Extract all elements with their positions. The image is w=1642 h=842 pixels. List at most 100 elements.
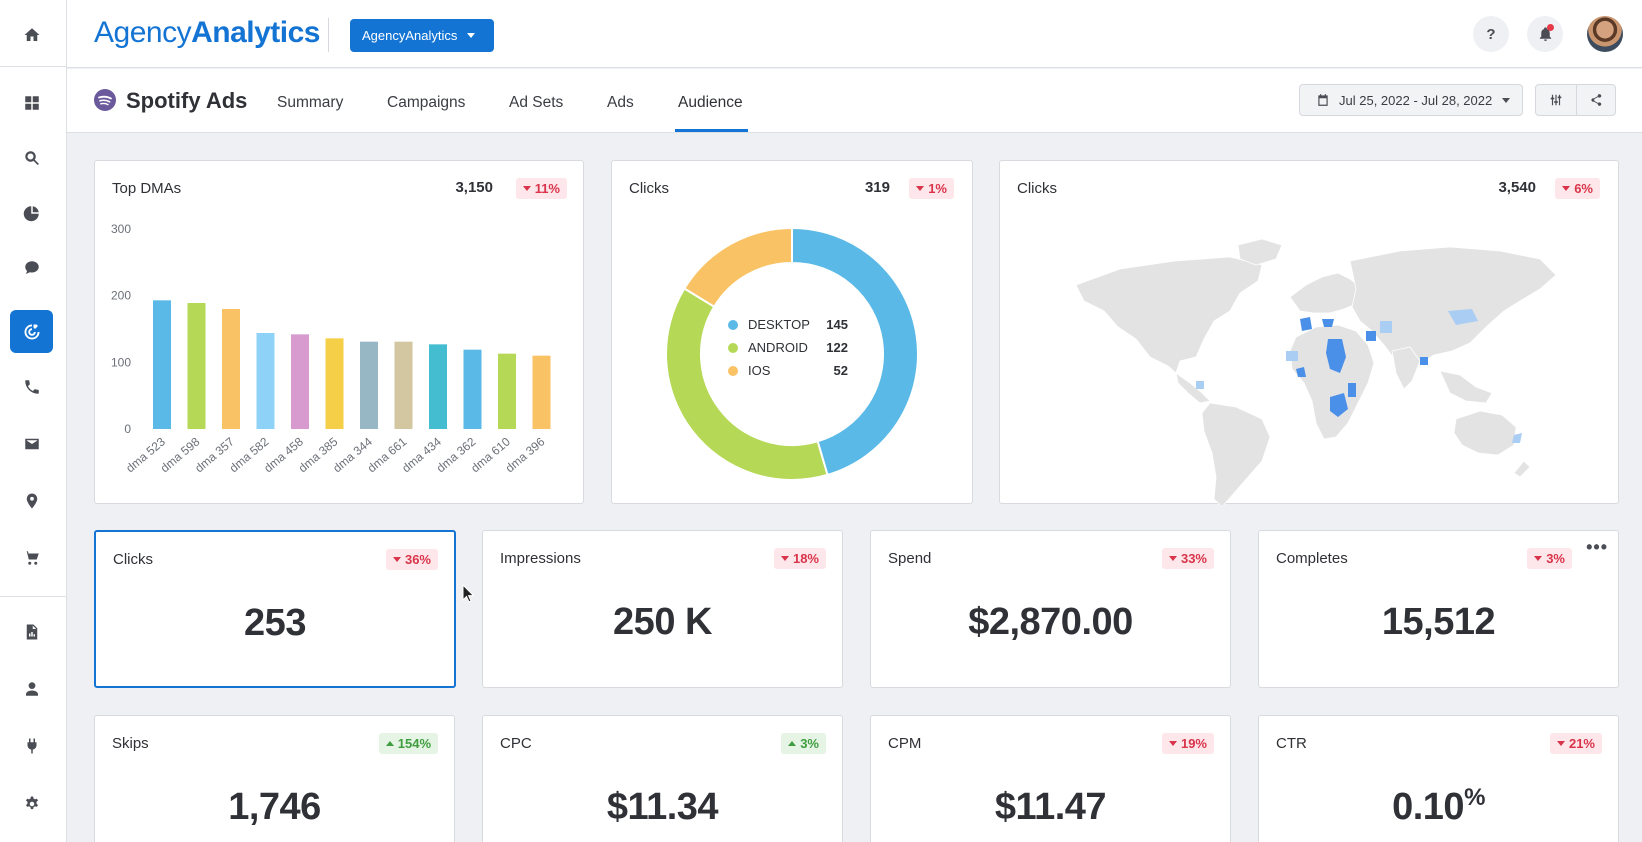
x-tick-label: dma 396 <box>503 434 548 475</box>
caret-down-icon <box>1502 97 1511 103</box>
map-region-highlight <box>1326 339 1346 373</box>
kpi-card-completes[interactable]: Completes ••• 3% 15,512 <box>1258 530 1619 688</box>
logo-text-light: Agency <box>94 16 192 49</box>
kpi-card-clicks[interactable]: Clicks 36% 253 <box>94 530 456 688</box>
map-new-zealand <box>1513 460 1531 478</box>
legend-swatch <box>728 320 738 330</box>
mouse-cursor-icon <box>462 584 475 603</box>
share-button[interactable] <box>1575 85 1616 115</box>
date-range-picker[interactable]: Jul 25, 2022 - Jul 28, 2022 <box>1299 84 1523 116</box>
change-value: 21% <box>1568 736 1595 751</box>
arrow-down-icon <box>1562 186 1571 191</box>
location-pin-icon[interactable] <box>10 479 53 522</box>
card-title: Top DMAs <box>112 180 182 197</box>
home-icon[interactable] <box>10 13 53 56</box>
cart-icon[interactable] <box>10 536 53 579</box>
more-options-icon[interactable]: ••• <box>1586 537 1608 557</box>
user-icon[interactable] <box>10 667 53 710</box>
y-tick-label: 200 <box>111 289 131 303</box>
legend-swatch <box>728 343 738 353</box>
change-badge: 21% <box>1549 733 1602 754</box>
gear-icon[interactable] <box>10 782 53 825</box>
map-region-highlight <box>1322 319 1334 327</box>
bar[interactable] <box>256 333 275 429</box>
map-australia <box>1453 410 1517 456</box>
bar[interactable] <box>498 353 516 429</box>
bar[interactable] <box>153 300 171 429</box>
clicks-device-card: Clicks 319 1% DESKTOP 145 ANDROID 122 IOS 52 <box>611 160 973 504</box>
change-value: 19% <box>1180 736 1207 751</box>
kpi-card-cpc[interactable]: CPC 3% $11.34 <box>482 715 843 842</box>
mail-icon[interactable] <box>10 422 53 465</box>
kpi-card-skips[interactable]: Skips 154% 1,746 <box>94 715 455 842</box>
change-value: 154% <box>397 736 431 751</box>
donut-slice[interactable] <box>665 287 829 481</box>
bar[interactable] <box>325 338 344 429</box>
report-icon[interactable] <box>10 610 53 653</box>
page-title: Spotify Ads <box>126 88 248 113</box>
change-badge: 6% <box>1555 178 1600 199</box>
donut-slice[interactable] <box>791 226 919 477</box>
map-central-america <box>1175 372 1211 404</box>
bar[interactable] <box>360 341 378 429</box>
toolbar-group <box>1535 84 1616 116</box>
bar[interactable] <box>532 355 551 429</box>
pie-chart-icon[interactable] <box>10 191 53 234</box>
kpi-title: Skips <box>112 735 149 752</box>
spotify-icon <box>94 89 116 111</box>
kpi-card-ctr[interactable]: CTR 21% 0.10% <box>1258 715 1619 842</box>
bar[interactable] <box>222 309 240 429</box>
agency-selector-button[interactable]: AgencyAnalytics <box>350 19 494 52</box>
map-europe <box>1289 272 1363 314</box>
y-tick-label: 0 <box>124 422 131 436</box>
kpi-card-cpm[interactable]: CPM 19% $11.47 <box>870 715 1231 842</box>
y-tick-label: 100 <box>111 355 131 369</box>
top-header: AgencyAnalytics AgencyAnalytics ? <box>67 0 1642 68</box>
tab-summary[interactable]: Summary <box>277 94 344 111</box>
kpi-title: CPM <box>888 735 922 752</box>
change-value: 1% <box>928 181 947 196</box>
kpi-value: 253 <box>244 602 306 644</box>
chat-icon[interactable] <box>10 246 53 289</box>
bar[interactable] <box>463 349 482 429</box>
search-icon[interactable] <box>10 136 53 179</box>
map-region-highlight <box>1296 367 1306 377</box>
kpi-card-spend[interactable]: Spend 33% $2,870.00 <box>870 530 1231 688</box>
change-badge: 19% <box>1161 733 1214 754</box>
kpi-value: 1,746 <box>228 786 321 828</box>
map-region-light <box>1196 381 1204 389</box>
notifications-button[interactable] <box>1527 16 1563 52</box>
tab-audience[interactable]: Audience <box>678 94 743 111</box>
change-badge: 3% <box>781 733 826 754</box>
agency-selector-label: AgencyAnalytics <box>362 28 458 43</box>
plug-icon[interactable] <box>10 724 53 767</box>
kpi-value: 250 K <box>613 601 712 643</box>
bar[interactable] <box>291 334 309 429</box>
donut-slice[interactable] <box>682 226 793 309</box>
tab-ads[interactable]: Ads <box>607 94 634 111</box>
help-button[interactable]: ? <box>1473 16 1509 52</box>
bar[interactable] <box>394 341 413 429</box>
bar[interactable] <box>187 303 206 429</box>
change-badge: 1% <box>909 178 954 199</box>
target-icon[interactable] <box>10 310 53 353</box>
avatar[interactable] <box>1587 16 1623 52</box>
rail-divider <box>0 596 67 597</box>
arrow-down-icon <box>1534 556 1543 561</box>
agencyanalytics-logo[interactable]: AgencyAnalytics <box>94 16 320 50</box>
card-total: 3,150 <box>455 179 493 196</box>
world-map <box>1075 238 1557 505</box>
bar[interactable] <box>429 344 447 429</box>
phone-icon[interactable] <box>10 365 53 408</box>
customize-button[interactable] <box>1536 85 1576 115</box>
card-total: 3,540 <box>1498 179 1536 196</box>
logo-text-bold: Analytics <box>191 16 320 49</box>
kpi-title: Clicks <box>113 551 153 568</box>
left-nav-rail <box>0 0 67 842</box>
legend-label: ANDROID <box>748 340 808 355</box>
tab-campaigns[interactable]: Campaigns <box>387 94 466 111</box>
help-icon: ? <box>1486 25 1496 43</box>
dashboard-icon[interactable] <box>10 81 53 124</box>
tab-ad-sets[interactable]: Ad Sets <box>509 94 564 111</box>
kpi-card-impressions[interactable]: Impressions 18% 250 K <box>482 530 843 688</box>
